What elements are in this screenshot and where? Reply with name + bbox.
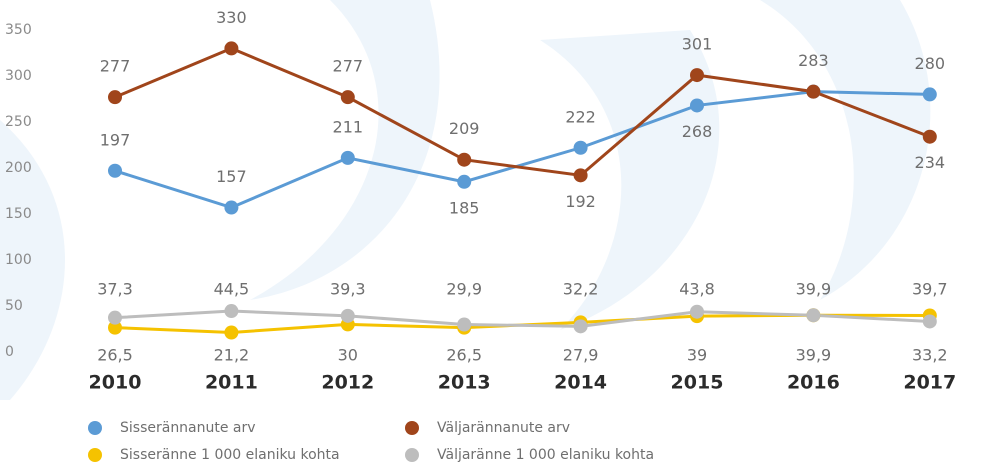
legend-marker xyxy=(405,421,419,435)
data-point xyxy=(457,317,472,332)
data-point xyxy=(457,152,472,167)
y-tick-label: 300 xyxy=(5,68,32,84)
data-label: 39 xyxy=(687,346,707,365)
data-point xyxy=(224,304,239,319)
legend-marker xyxy=(405,448,419,462)
y-tick-label: 350 xyxy=(5,22,32,38)
data-label: 26,5 xyxy=(97,346,133,365)
data-label: 43,8 xyxy=(679,280,715,299)
data-point xyxy=(224,325,239,340)
data-label: 222 xyxy=(565,107,596,126)
data-point xyxy=(922,314,937,329)
series-line xyxy=(114,46,931,177)
y-tick-label: 100 xyxy=(5,252,32,268)
legend-label: Väljaränne 1 000 elaniku kohta xyxy=(437,447,654,463)
data-label: 185 xyxy=(449,198,480,217)
data-label: 301 xyxy=(682,35,713,54)
x-tick-label: 2017 xyxy=(903,372,956,394)
data-label: 330 xyxy=(216,8,247,27)
data-label: 44,5 xyxy=(214,280,250,299)
y-tick-label: 0 xyxy=(5,344,14,360)
data-point xyxy=(108,310,122,325)
x-tick-label: 2014 xyxy=(554,372,607,394)
data-point xyxy=(340,150,355,165)
data-label: 29,9 xyxy=(446,280,482,299)
data-point xyxy=(922,129,937,144)
y-tick-label: 50 xyxy=(5,298,23,314)
x-tick-label: 2011 xyxy=(205,372,258,394)
data-label: 26,5 xyxy=(446,346,482,365)
data-label: 197 xyxy=(100,130,131,149)
data-point xyxy=(573,140,588,155)
data-point xyxy=(224,200,239,215)
y-tick-label: 200 xyxy=(5,160,32,176)
data-label: 39,7 xyxy=(912,280,948,299)
data-label: 27,9 xyxy=(563,346,599,365)
data-point xyxy=(690,304,704,319)
data-label: 32,2 xyxy=(563,280,599,299)
data-point xyxy=(108,320,122,335)
legend-label: Sisseränne 1 000 elaniku kohta xyxy=(120,447,340,463)
legend-label: Väljarännanute arv xyxy=(437,420,570,436)
data-label: 283 xyxy=(798,51,829,70)
data-label: 39,9 xyxy=(796,280,832,299)
data-point xyxy=(573,319,588,334)
data-point xyxy=(108,90,122,105)
data-point xyxy=(573,168,588,183)
data-label: 209 xyxy=(449,119,480,138)
data-point xyxy=(457,174,472,189)
data-point xyxy=(806,308,821,323)
background-decoration xyxy=(0,0,931,400)
x-tick-label: 2013 xyxy=(438,372,491,394)
y-tick-label: 150 xyxy=(5,206,32,222)
series-line xyxy=(114,309,930,328)
data-label: 280 xyxy=(915,54,946,73)
data-point xyxy=(224,41,239,56)
data-label: 157 xyxy=(216,167,247,186)
data-point xyxy=(922,87,937,102)
x-tick-label: 2012 xyxy=(321,372,374,394)
legend-marker xyxy=(88,421,102,435)
data-point xyxy=(340,308,355,323)
data-point xyxy=(108,163,122,178)
data-point xyxy=(690,98,704,113)
legend-marker xyxy=(88,448,102,462)
legend-label: Sisserännanute arv xyxy=(120,420,256,436)
data-label: 211 xyxy=(333,117,364,136)
data-point xyxy=(690,68,704,83)
data-label: 37,3 xyxy=(97,280,133,299)
data-label: 30 xyxy=(338,346,358,365)
data-label: 39,9 xyxy=(796,346,832,365)
x-tick-label: 2010 xyxy=(89,372,142,394)
data-label: 33,2 xyxy=(912,346,948,365)
data-point xyxy=(340,90,355,105)
data-label: 21,2 xyxy=(214,346,250,365)
data-label: 277 xyxy=(333,57,364,76)
data-point xyxy=(806,84,821,99)
x-tick-label: 2016 xyxy=(787,372,840,394)
y-tick-label: 250 xyxy=(5,114,32,130)
x-tick-label: 2015 xyxy=(671,372,724,394)
data-label: 192 xyxy=(565,192,596,211)
data-label: 268 xyxy=(682,122,713,141)
data-label: 277 xyxy=(100,57,131,76)
series-line xyxy=(114,90,930,210)
data-label: 234 xyxy=(915,153,946,172)
data-label: 39,3 xyxy=(330,280,366,299)
